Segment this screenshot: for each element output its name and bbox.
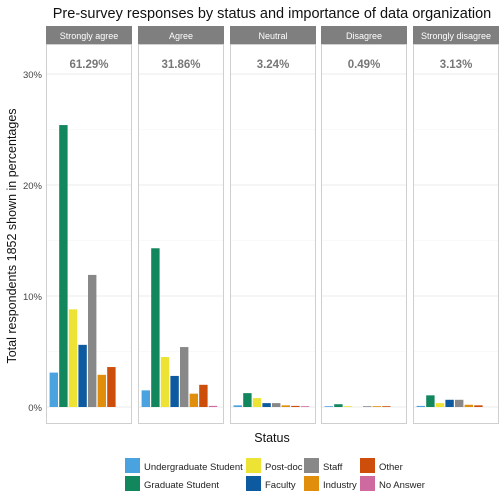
legend-item: Industry bbox=[304, 476, 357, 491]
bar-post-doc bbox=[68, 309, 78, 407]
legend-swatch bbox=[125, 476, 140, 491]
bar-undergraduate-student bbox=[324, 406, 333, 407]
panel-border bbox=[230, 44, 316, 424]
bar-undergraduate-student bbox=[416, 405, 425, 407]
legend-item: Staff bbox=[304, 458, 343, 473]
legend-item: No Answer bbox=[360, 476, 425, 491]
bar-industry bbox=[372, 406, 381, 407]
facet-strip bbox=[321, 26, 407, 44]
panel-total-label: 61.29% bbox=[69, 59, 108, 71]
legend-item: Graduate Student bbox=[125, 476, 219, 491]
bar-no-answer bbox=[208, 405, 218, 407]
facet-strip-label: Strongly disagree bbox=[421, 31, 491, 41]
x-axis-label: Status bbox=[254, 431, 289, 445]
panel-total-label: 3.24% bbox=[257, 59, 290, 71]
y-tick-label: 30% bbox=[23, 70, 43, 81]
bar-faculty bbox=[170, 375, 179, 407]
y-axis: 0% 10% 20% 30% bbox=[23, 70, 43, 414]
panel-total-label: 0.49% bbox=[348, 59, 381, 71]
bar-industry bbox=[464, 404, 473, 407]
bar-staff bbox=[363, 406, 372, 407]
legend-item: Undergraduate Student bbox=[125, 458, 243, 473]
bar-undergraduate-student bbox=[233, 405, 242, 407]
bar-graduate-student bbox=[151, 248, 160, 407]
facet-panel: Agree 31.86% bbox=[138, 26, 224, 424]
facet-strip bbox=[46, 26, 132, 44]
facet-strip bbox=[230, 26, 316, 44]
bar-faculty bbox=[445, 399, 454, 407]
facet-panel: Neutral 3.24% bbox=[230, 26, 316, 424]
panel-border bbox=[413, 44, 499, 424]
legend-label: No Answer bbox=[379, 480, 425, 491]
bar-other bbox=[474, 405, 483, 407]
legend-swatch bbox=[360, 476, 375, 491]
legend-label: Graduate Student bbox=[144, 480, 219, 491]
legend-label: Post-doc bbox=[265, 462, 303, 473]
legend-swatch bbox=[125, 458, 140, 473]
facet-strip-label: Disagree bbox=[346, 31, 382, 41]
bar-staff bbox=[272, 403, 281, 407]
legend-item: Other bbox=[360, 458, 403, 473]
panel-total-label: 31.86% bbox=[161, 59, 200, 71]
legend-swatch bbox=[246, 458, 261, 473]
bar-faculty bbox=[262, 403, 271, 407]
bar-industry bbox=[97, 374, 106, 407]
bar-faculty bbox=[78, 344, 87, 407]
facet-strip-label: Neutral bbox=[258, 31, 287, 41]
facet-panel: Disagree 0.49% bbox=[321, 26, 407, 424]
bar-other bbox=[291, 405, 300, 407]
facet-strip bbox=[138, 26, 224, 44]
legend-swatch bbox=[246, 476, 261, 491]
legend: Undergraduate Student Graduate Student Pos… bbox=[125, 458, 425, 491]
facet-strip-label: Agree bbox=[169, 31, 193, 41]
bar-staff bbox=[88, 274, 97, 407]
legend-item: Post-doc bbox=[246, 458, 303, 473]
legend-label: Faculty bbox=[265, 480, 296, 491]
bar-graduate-student bbox=[59, 125, 68, 407]
bar-post-doc bbox=[160, 357, 170, 407]
legend-label: Staff bbox=[323, 462, 343, 473]
bar-other bbox=[107, 367, 116, 407]
panel-total-label: 3.13% bbox=[440, 59, 473, 71]
legend-label: Industry bbox=[323, 480, 357, 491]
legend-swatch bbox=[360, 458, 375, 473]
bar-graduate-student bbox=[334, 404, 343, 407]
bar-undergraduate-student bbox=[49, 372, 58, 407]
bar-other bbox=[382, 406, 391, 407]
bar-staff bbox=[180, 347, 189, 407]
bar-undergraduate-student bbox=[141, 390, 150, 407]
legend-swatch bbox=[304, 458, 319, 473]
y-tick-label: 0% bbox=[28, 403, 42, 414]
panel-border bbox=[321, 44, 407, 424]
legend-item: Faculty bbox=[246, 476, 296, 491]
legend-swatch bbox=[304, 476, 319, 491]
bar-industry bbox=[189, 393, 198, 407]
y-tick-label: 20% bbox=[23, 181, 43, 192]
facet-panel: Strongly disagree 3.13% bbox=[413, 26, 499, 424]
bar-other bbox=[199, 384, 208, 407]
bar-no-answer bbox=[300, 406, 310, 407]
facet-strip bbox=[413, 26, 499, 44]
bar-post-doc bbox=[343, 406, 353, 407]
bar-staff bbox=[455, 399, 464, 407]
facet-panels: Strongly agree 61.29% Agree 31.86% Neutral 3.… bbox=[46, 26, 499, 424]
y-tick-label: 10% bbox=[23, 292, 43, 303]
bar-graduate-student bbox=[243, 393, 252, 407]
bar-graduate-student bbox=[426, 395, 435, 407]
bar-post-doc bbox=[435, 403, 445, 407]
legend-label: Undergraduate Student bbox=[144, 462, 243, 473]
facet-panel: Strongly agree 61.29% bbox=[46, 26, 132, 424]
facet-strip-label: Strongly agree bbox=[60, 31, 119, 41]
y-axis-label: Total respondents 1852 shown in percenta… bbox=[5, 108, 19, 363]
bar-industry bbox=[281, 405, 290, 407]
legend-label: Other bbox=[379, 462, 403, 473]
bar-post-doc bbox=[252, 398, 262, 407]
chart-title: Pre-survey responses by status and impor… bbox=[53, 6, 491, 22]
